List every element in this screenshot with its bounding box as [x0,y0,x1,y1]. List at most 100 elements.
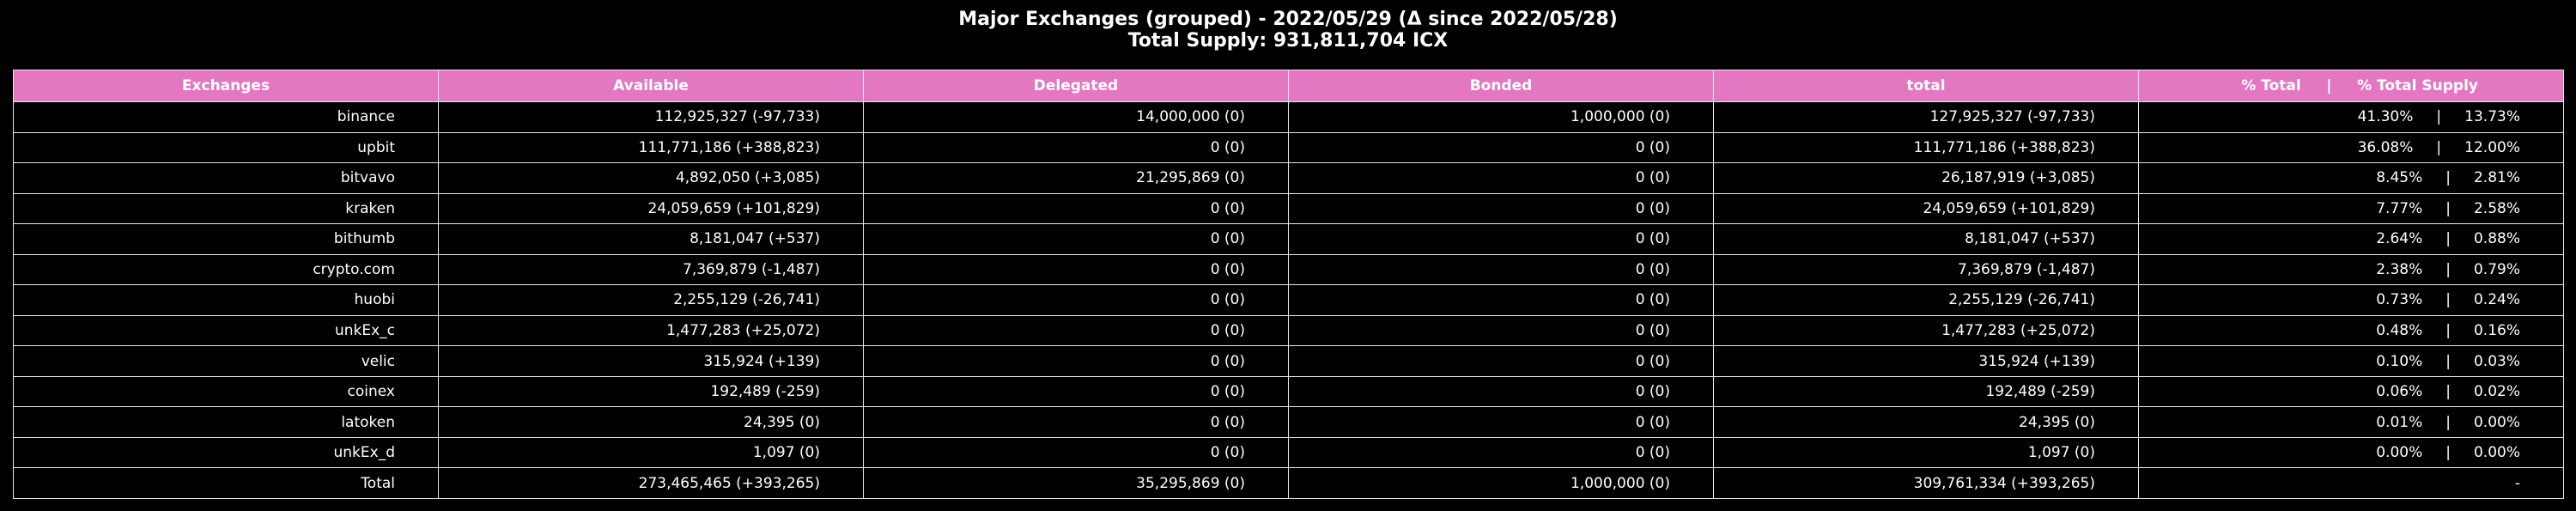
table-cell: huobi [13,284,439,316]
table-cell: 1,097 (0) [438,436,864,469]
table-cell: 24,395 (0) [438,406,864,438]
table-row: Total 273,465,465 (+393,265) 35,295,869 (0… [13,467,2564,499]
table-row: upbit 111,771,186 (+388,823) 0 (0) 0 (0) 111… [13,131,2564,164]
table-cell: 7.77% | 2.58% [2138,192,2564,225]
table-cell: 0 (0) [1288,253,1714,286]
table-cell: - [2138,467,2564,499]
table-cell: 1,000,000 (0) [1288,101,1714,133]
table-cell: 0 (0) [863,406,1289,438]
exchanges-table: Exchanges Available Delegated Bonded total% … [13,70,2564,499]
table-cell: 0 (0) [863,284,1289,316]
table-cell: 2.38% | 0.79% [2138,253,2564,286]
table-cell: 0 (0) [1288,375,1714,408]
table-cell: 2.64% | 0.88% [2138,223,2564,255]
table-cell: 35,295,869 (0) [863,467,1289,499]
column-header: Bonded [1288,70,1714,102]
table-cell: 1,477,283 (+25,072) [1713,314,2139,347]
table-cell: 192,489 (-259) [1713,375,2139,408]
chart-title: Major Exchanges (grouped) - 2022/05/29 (… [958,9,1618,30]
table-row: coinex 192,489 (-259) 0 (0) 0 (0) 192,489 (-… [13,375,2564,408]
table-cell: 0 (0) [1288,406,1714,438]
table-cell: crypto.com [13,253,439,286]
table-cell: 41.30% | 13.73% [2138,101,2564,133]
table-cell: 111,771,186 (+388,823) [438,131,864,164]
table-cell: 111,771,186 (+388,823) [1713,131,2139,164]
column-header: total [1713,70,2139,102]
table-cell: 0 (0) [1288,131,1714,164]
table-cell: 4,892,050 (+3,085) [438,162,864,194]
table-cell: 24,395 (0) [1713,406,2139,438]
table-cell: 36.08% | 12.00% [2138,131,2564,164]
table-cell: 0.06% | 0.02% [2138,375,2564,408]
table-cell: 309,761,334 (+393,265) [1713,467,2139,499]
table-cell: 0 (0) [1288,345,1714,377]
table-header: Exchanges Available Delegated Bonded total% … [13,70,2564,102]
table-cell: 0 (0) [863,436,1289,469]
table-cell: 0 (0) [863,345,1289,377]
table-cell: 1,000,000 (0) [1288,467,1714,499]
table-cell: 2,255,129 (-26,741) [1713,284,2139,316]
table-cell: 0.73% | 0.24% [2138,284,2564,316]
table-cell: 24,059,659 (+101,829) [1713,192,2139,225]
table-cell: 0 (0) [1288,314,1714,347]
table-cell: kraken [13,192,439,225]
table-cell: bitvavo [13,162,439,194]
table-cell: 7,369,879 (-1,487) [438,253,864,286]
table-body: binance 112,925,327 (-97,733) 14,000,000 (… [13,101,2564,499]
table-cell: bithumb [13,223,439,255]
column-header: % Total | % Total Supply [2138,70,2564,102]
table-cell: 8,181,047 (+537) [1713,223,2139,255]
table-cell: 8.45% | 2.81% [2138,162,2564,194]
table-cell: 0 (0) [1288,192,1714,225]
table-cell: 0 (0) [863,375,1289,408]
chart-title-block: Major Exchanges (grouped) - 2022/05/29 (… [0,9,2576,52]
table-cell: 1,097 (0) [1713,436,2139,469]
table-cell: 24,059,659 (+101,829) [438,192,864,225]
table-cell: Total [13,467,439,499]
table-cell: 0 (0) [1288,162,1714,194]
header-row: Exchanges Available Delegated Bonded total% … [13,70,2564,102]
table-row: unkEx_d 1,097 (0) 0 (0) 0 (0) 1,097 (0) 0.00%… [13,436,2564,469]
table-cell: 0 (0) [863,314,1289,347]
table-cell: velic [13,345,439,377]
table-cell: 0.01% | 0.00% [2138,406,2564,438]
table-cell: latoken [13,406,439,438]
table-cell: 1,477,283 (+25,072) [438,314,864,347]
table-cell: unkEx_c [13,314,439,347]
table-row: bithumb 8,181,047 (+537) 0 (0) 0 (0) 8,181,0… [13,223,2564,255]
table-cell: 315,924 (+139) [1713,345,2139,377]
table-cell: 0 (0) [863,223,1289,255]
table-cell: 273,465,465 (+393,265) [438,467,864,499]
table-row: huobi 2,255,129 (-26,741) 0 (0) 0 (0) 2,255,… [13,284,2564,316]
table-cell: 0 (0) [863,192,1289,225]
table-row: crypto.com 7,369,879 (-1,487) 0 (0) 0 (0) 7,… [13,253,2564,286]
table-row: kraken 24,059,659 (+101,829) 0 (0) 0 (0) 24,… [13,192,2564,225]
column-header: Available [438,70,864,102]
table-cell: 0.48% | 0.16% [2138,314,2564,347]
table-cell: 21,295,869 (0) [863,162,1289,194]
table-cell: 0 (0) [1288,223,1714,255]
table-cell: unkEx_d [13,436,439,469]
table-cell: 0 (0) [863,253,1289,286]
table-cell: 127,925,327 (-97,733) [1713,101,2139,133]
table-cell: 2,255,129 (-26,741) [438,284,864,316]
table-row: binance 112,925,327 (-97,733) 14,000,000 (… [13,101,2564,133]
table-row: unkEx_c 1,477,283 (+25,072) 0 (0) 0 (0) 1,47… [13,314,2564,347]
table-cell: 0 (0) [863,131,1289,164]
table-cell: coinex [13,375,439,408]
table-cell: 0.10% | 0.03% [2138,345,2564,377]
table-row: velic 315,924 (+139) 0 (0) 0 (0) 315,924 (+1… [13,345,2564,377]
table-cell: 8,181,047 (+537) [438,223,864,255]
table-cell: upbit [13,131,439,164]
table-cell: 192,489 (-259) [438,375,864,408]
table-cell: 0.00% | 0.00% [2138,436,2564,469]
table-cell: binance [13,101,439,133]
chart-subtitle: Total Supply: 931,811,704 ICX [1127,30,1449,52]
table-cell: 7,369,879 (-1,487) [1713,253,2139,286]
table-cell: 26,187,919 (+3,085) [1713,162,2139,194]
table-cell: 112,925,327 (-97,733) [438,101,864,133]
table-cell: 0 (0) [1288,284,1714,316]
table-row: bitvavo 4,892,050 (+3,085) 21,295,869 (0) 0… [13,162,2564,194]
table-cell: 315,924 (+139) [438,345,864,377]
column-header: Delegated [863,70,1289,102]
